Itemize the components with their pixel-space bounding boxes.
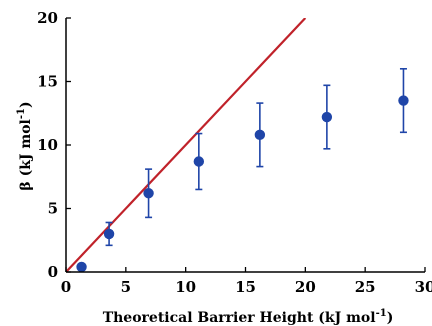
x-tick-label-0: 0 (61, 278, 71, 296)
data-point-6 (398, 95, 409, 106)
x-axis-title: Theoretical Barrier Height (kJ mol-1) (103, 308, 394, 326)
x-tick-label-4: 20 (295, 278, 316, 296)
y-axis-title: β (kJ mol-1) (16, 101, 34, 190)
data-point-1 (103, 228, 115, 240)
y-tick-label-2: 10 (37, 136, 58, 154)
data-point-5 (321, 111, 333, 123)
y-tick-label-3: 15 (37, 73, 58, 91)
line-series-0 (66, 18, 307, 272)
y-tick-label-4: 20 (37, 9, 58, 27)
data-point-2 (143, 188, 154, 199)
x-tick-label-5: 25 (355, 278, 376, 296)
y-tick-label-0: 0 (48, 263, 58, 281)
ticks: 0 5 10 15 20 25 30 0 5 10 15 20 (37, 9, 432, 296)
plot-area (66, 18, 409, 273)
axes (65, 18, 425, 273)
data-point-3 (193, 156, 205, 167)
data-point-4 (254, 129, 266, 141)
x-tick-label-6: 30 (415, 278, 432, 296)
data-point-0 (76, 261, 87, 273)
x-tick-label-2: 10 (175, 278, 196, 296)
x-tick-label-1: 5 (121, 278, 131, 296)
x-tick-label-3: 15 (235, 278, 256, 296)
y-tick-label-1: 5 (48, 200, 58, 218)
